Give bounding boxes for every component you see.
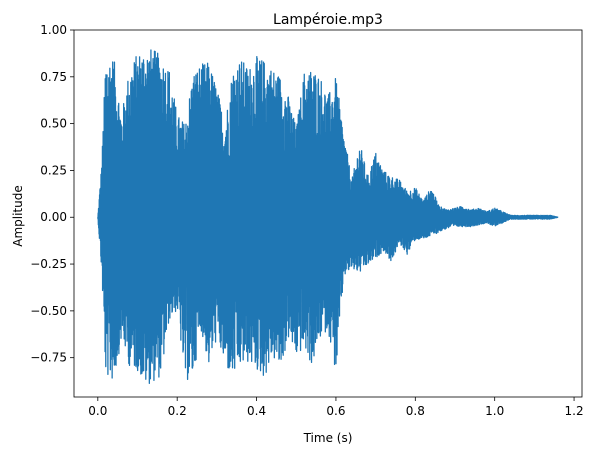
y-tick-label: 1.00: [40, 23, 67, 37]
y-tick-label: 0.00: [40, 210, 67, 224]
x-tick-label: 0.8: [406, 404, 425, 418]
y-tick-label: 0.25: [40, 163, 67, 177]
x-tick-label: 0.4: [247, 404, 266, 418]
x-axis-label: Time (s): [303, 431, 353, 445]
y-axis-label: Amplitude: [11, 185, 25, 247]
x-tick-label: 0.2: [168, 404, 187, 418]
x-tick-label: 1.2: [565, 404, 584, 418]
y-tick-label: 0.75: [40, 70, 67, 84]
y-tick-label: −0.25: [30, 257, 67, 271]
y-tick-label: −0.50: [30, 304, 67, 318]
x-tick-label: 1.0: [485, 404, 504, 418]
chart-title: Lampéroie.mp3: [273, 12, 383, 28]
y-tick-label: −0.75: [30, 351, 67, 365]
y-tick-label: 0.50: [40, 117, 67, 131]
x-tick-label: 0.0: [88, 404, 107, 418]
x-tick-label: 0.6: [326, 404, 345, 418]
